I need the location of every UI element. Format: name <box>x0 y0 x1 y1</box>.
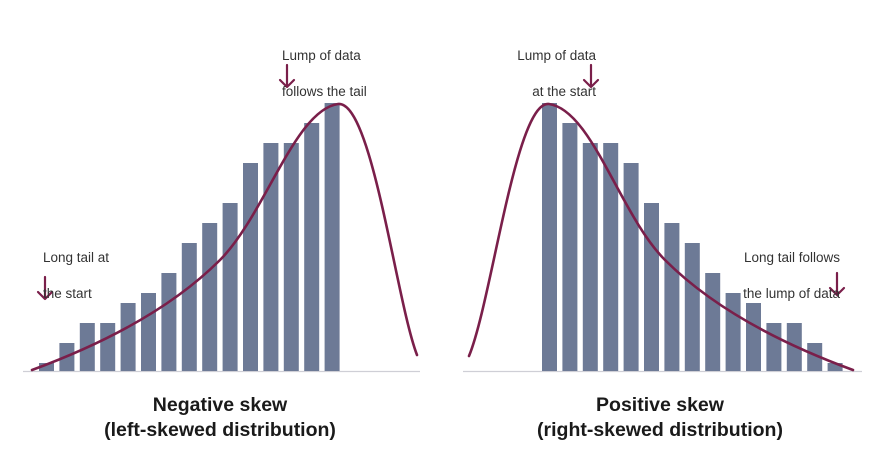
density-curve <box>467 102 855 372</box>
histogram-bar <box>603 143 619 371</box>
histogram-bar <box>100 323 116 371</box>
caption-title: Positive skew <box>596 394 724 416</box>
down-arrow-icon <box>36 275 54 301</box>
annotation-line: at the start <box>532 84 596 99</box>
negative-skew-chart <box>23 63 420 373</box>
caption-title: Negative skew <box>152 394 288 416</box>
histogram-bar <box>623 163 639 371</box>
down-arrow-icon <box>828 271 846 297</box>
caption-negative-skew: Negative skew (left-skewed distribution) <box>0 393 440 443</box>
density-curve <box>30 102 419 372</box>
histogram-bar <box>222 203 238 371</box>
annotation-line: follows the tail <box>282 84 367 99</box>
histogram-bar <box>644 203 659 371</box>
histogram-bar <box>562 123 578 371</box>
histogram-bar <box>542 103 557 371</box>
down-arrow-icon <box>278 63 296 89</box>
annotation-line: the lump of data <box>743 286 840 301</box>
arrow-head <box>36 290 54 301</box>
positive-skew-chart <box>463 63 862 373</box>
histogram-bar <box>827 363 843 371</box>
caption-positive-skew: Positive skew (right-skewed distribution… <box>440 393 880 443</box>
annotation-lump-follows-tail: Lump of data follows the tail <box>282 29 367 119</box>
annotation-lump-at-start: Lump of data at the start <box>478 29 596 119</box>
histogram-bar <box>725 293 741 371</box>
histogram-bar <box>39 363 54 371</box>
caption-subtitle: (right-skewed distribution) <box>537 419 783 441</box>
annotation-line: the start <box>43 286 92 301</box>
histogram-bar <box>664 223 680 371</box>
annotation-line: Lump of data <box>517 48 596 63</box>
annotation-long-tail-start: Long tail at the start <box>43 231 109 321</box>
histogram-bar <box>181 243 197 371</box>
arrow-head <box>278 78 296 89</box>
annotation-long-tail-follows: Long tail follows the lump of data <box>700 231 840 321</box>
annotation-line: Lump of data <box>282 48 361 63</box>
histogram-bar <box>684 243 700 371</box>
histogram-bar <box>263 143 279 371</box>
histogram-bar <box>120 303 136 371</box>
arrow-head <box>582 78 600 89</box>
histogram-bar <box>283 143 299 371</box>
histogram-bar <box>582 143 598 371</box>
histogram-bar <box>746 303 761 371</box>
histogram-bar <box>161 273 177 371</box>
down-arrow-icon <box>582 63 600 89</box>
annotation-line: Long tail follows <box>743 250 840 265</box>
histogram-bar <box>243 163 258 371</box>
caption-subtitle: (left-skewed distribution) <box>104 419 336 441</box>
annotation-line: Long tail at <box>43 250 110 265</box>
arrow-head <box>828 286 846 297</box>
histogram-bar <box>202 223 218 371</box>
histogram-bar <box>807 343 823 371</box>
histogram-bar <box>304 123 320 371</box>
histogram-bar <box>766 323 782 371</box>
histogram-bar <box>141 293 156 371</box>
histogram-bar <box>324 103 340 371</box>
